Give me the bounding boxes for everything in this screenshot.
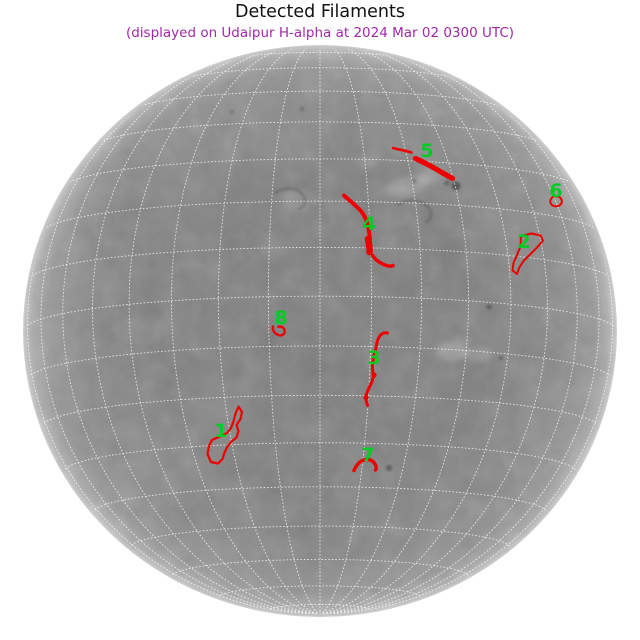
grid-longitude-line: [217, 48, 321, 614]
sunspots: [230, 107, 503, 471]
filament-label-6: 6: [549, 180, 562, 202]
filament-label-7: 7: [361, 444, 374, 466]
filament-label-5: 5: [420, 140, 433, 162]
figure-subtitle: (displayed on Udaipur H-alpha at 2024 Ma…: [125, 25, 515, 41]
filament-labels: 1 2 3 4 5 6 7 8: [214, 140, 562, 466]
filament-contours: [206, 146, 563, 473]
filament-contour-2: [511, 232, 544, 275]
grid-longitude-line: [319, 53, 578, 614]
grid-longitude-line: [319, 48, 548, 614]
filament-contour-8: [271, 325, 286, 337]
grid-longitude-line: [319, 48, 373, 614]
filament-contour-5: [391, 146, 413, 154]
filament-contour-dot-3: [371, 372, 377, 378]
filament-contour-4: [364, 235, 373, 256]
grid-latitude-line: [128, 525, 512, 552]
grid-longitude-line: [128, 48, 321, 614]
grid-longitude-line: [92, 48, 321, 614]
grid-latitude-line: [92, 486, 548, 517]
filament-label-3: 3: [367, 347, 380, 369]
filament-label-2: 2: [517, 231, 530, 253]
grid-latitude-line: [62, 442, 578, 475]
grid-latitude-line: [131, 90, 509, 110]
filament-label-1: 1: [214, 420, 227, 442]
filament-label-4: 4: [362, 213, 375, 235]
fibril-swirls: [273, 187, 433, 224]
grid-latitude-line: [225, 51, 415, 61]
grid-longitude-line: [62, 53, 321, 614]
grid-longitude-line: [40, 63, 321, 614]
filament-contour-6: [549, 195, 563, 208]
grid-longitude-line: [171, 48, 321, 614]
filament-contour-5: [412, 155, 456, 182]
figure-title: Detected Filaments: [235, 2, 405, 22]
filament-contour-1: [206, 405, 244, 465]
filament-contour-dot-3: [363, 394, 369, 401]
grid-longitude-line: [319, 48, 512, 614]
filament-contour-4: [370, 253, 395, 268]
grid-longitude-line: [267, 48, 321, 614]
grid-latitude-line: [171, 558, 469, 581]
grid-latitude-line: [27, 246, 613, 281]
chromosphere-texture: [24, 46, 616, 616]
grid-longitude-line: [319, 48, 469, 614]
solar-disk: [23, 45, 617, 617]
grid-longitude-line: [319, 48, 423, 614]
grid-longitude-line: [319, 63, 600, 614]
filament-contour-7: [352, 457, 378, 473]
filament-label-8: 8: [274, 307, 287, 329]
